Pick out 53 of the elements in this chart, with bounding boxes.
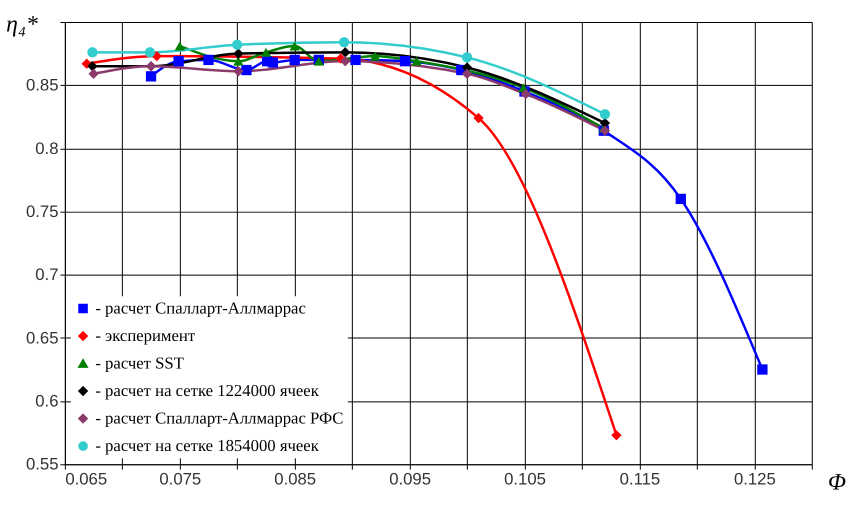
y-tick-label: 0.85 (26, 76, 58, 95)
point (462, 68, 472, 79)
x-axis-title: Φ (828, 469, 846, 496)
legend-label: - расчет SST (95, 353, 184, 372)
point (290, 54, 300, 66)
point (462, 52, 472, 63)
point (611, 430, 622, 440)
legend-label: - расчет Спалларт-Аллмаррас РФС (95, 408, 344, 428)
x-tick-label: 0.085 (274, 469, 316, 488)
point (173, 56, 184, 66)
y-tick-label: 0.75 (26, 202, 58, 221)
point (757, 364, 768, 375)
point (340, 56, 350, 66)
legend-label: - расчет на сетке 1854000 ячеек (95, 436, 320, 456)
legend-label: - расчет Спалларт-Аллмаррас (95, 298, 306, 318)
x-tick-label: 0.115 (620, 469, 660, 488)
point (290, 42, 300, 50)
y-tick-label: 0.65 (26, 328, 58, 348)
point (268, 57, 278, 68)
y-axis-title: η₄* (6, 11, 38, 38)
point (87, 47, 98, 58)
point (411, 56, 422, 66)
point (174, 42, 185, 50)
y-tick-label: 0.6 (35, 392, 58, 411)
y-tick-label: 0.8 (35, 138, 58, 158)
x-tick-label: 0.095 (389, 469, 431, 488)
point (520, 88, 531, 100)
point (600, 109, 610, 120)
point (146, 71, 156, 82)
point (232, 40, 242, 50)
point (233, 48, 244, 59)
point (340, 47, 350, 58)
y-tick-label: 0.55 (26, 454, 58, 474)
x-tick-label: 0.075 (159, 469, 202, 488)
y-tick-label: 0.7 (35, 265, 58, 284)
x-tick-label: 0.105 (504, 469, 546, 488)
point (88, 68, 99, 79)
point (144, 47, 156, 58)
point (260, 48, 272, 57)
point (473, 112, 484, 124)
point (233, 66, 244, 76)
point (233, 56, 244, 66)
legend-label: - расчет на сетке 1224000 ячеек (95, 380, 320, 400)
point (350, 54, 361, 66)
x-tick-label: 0.065 (65, 469, 108, 488)
point (152, 50, 162, 62)
point (338, 37, 350, 48)
legend-label: - эксперимент (95, 326, 196, 345)
point (370, 52, 380, 61)
x-tick-label: 0.125 (734, 469, 776, 488)
point (400, 56, 410, 66)
point (676, 194, 686, 204)
point (203, 54, 214, 66)
